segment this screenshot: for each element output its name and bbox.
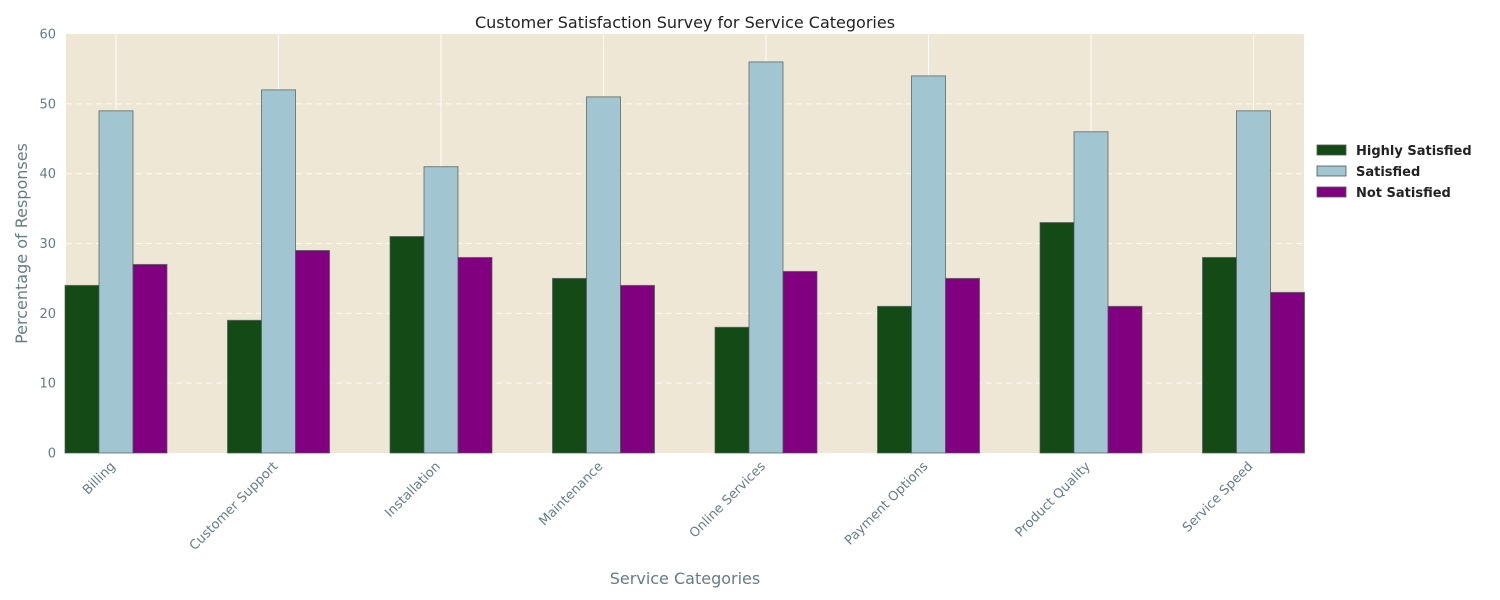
- legend-label: Satisfied: [1356, 165, 1420, 180]
- y-tick-label: 50: [39, 97, 56, 112]
- legend-label: Highly Satisfied: [1356, 144, 1472, 159]
- legend: Highly Satisfied Satisfied Not Satisfied: [1316, 144, 1472, 201]
- bar: [620, 284, 655, 454]
- bar: [714, 326, 750, 454]
- y-tick-label: 60: [39, 28, 56, 43]
- legend-label: Not Satisfied: [1356, 186, 1451, 201]
- bar: [1073, 131, 1109, 454]
- bar: [782, 270, 818, 454]
- x-tick-label: Maintenance: [537, 459, 607, 529]
- bar: [945, 277, 980, 454]
- bar: [748, 61, 784, 454]
- legend-swatch: [1316, 186, 1347, 198]
- legend-swatch: [1316, 165, 1347, 177]
- x-tick-label: Installation: [382, 459, 444, 521]
- bar: [98, 110, 134, 454]
- bar: [295, 249, 330, 454]
- bar: [261, 89, 296, 454]
- bar: [877, 305, 912, 454]
- x-tick-label: Customer Support: [187, 459, 282, 554]
- bar: [423, 166, 459, 454]
- y-tick-label: 40: [39, 167, 56, 182]
- x-tick-label: Payment Options: [842, 459, 931, 548]
- y-axis-ticks: 0 10 20 30 40 50 60: [39, 28, 56, 462]
- bar: [227, 319, 262, 454]
- y-tick-label: 30: [39, 237, 56, 252]
- bar: [1107, 305, 1143, 454]
- chart-title: Customer Satisfaction Survey for Service…: [475, 13, 895, 32]
- bar: [457, 256, 493, 454]
- x-axis-label: Service Categories: [610, 569, 760, 588]
- legend-swatch: [1316, 144, 1347, 156]
- bar: [389, 236, 425, 454]
- bar: [1202, 256, 1237, 454]
- x-axis-ticks: Billing Customer Support Installation Maint…: [80, 459, 1256, 554]
- x-tick-label: Product Quality: [1013, 459, 1094, 540]
- x-tick-label: Online Services: [687, 459, 769, 541]
- bar: [1270, 291, 1305, 454]
- y-tick-label: 10: [39, 377, 56, 392]
- bar: [911, 75, 946, 454]
- bar: [552, 277, 587, 454]
- y-tick-label: 20: [39, 307, 56, 322]
- bar: [64, 284, 100, 454]
- bar: [132, 263, 168, 454]
- bar: [586, 96, 621, 454]
- y-axis-label: Percentage of Responses: [12, 143, 31, 344]
- x-tick-label: Service Speed: [1180, 459, 1256, 535]
- bars: [64, 61, 1305, 454]
- bar: [1039, 222, 1075, 454]
- x-tick-label: Billing: [80, 459, 119, 498]
- bar: [1236, 110, 1271, 454]
- y-tick-label: 0: [48, 447, 56, 462]
